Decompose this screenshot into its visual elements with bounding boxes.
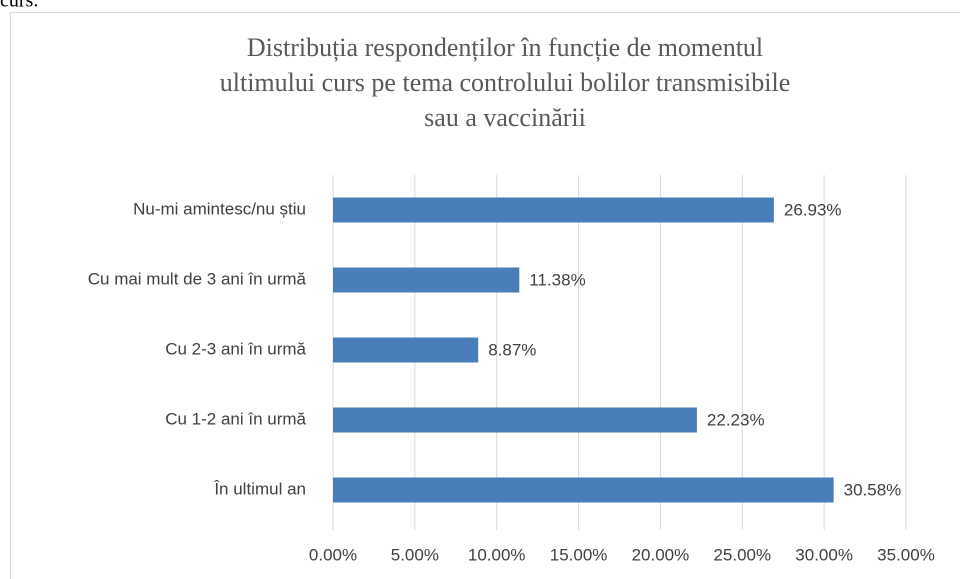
chart-title: sau a vaccinării	[424, 103, 586, 132]
chart-title: Distribuția respondenților în funcție de…	[247, 33, 763, 62]
chart-title: ultimului curs pe tema controlului bolil…	[220, 68, 790, 97]
x-tick-label: 10.00%	[468, 545, 526, 564]
x-tick-label: 0.00%	[309, 545, 357, 564]
y-tick-label: Cu 1-2 ani în urmă	[165, 409, 306, 428]
x-tick-label: 15.00%	[550, 545, 608, 564]
x-tick-label: 20.00%	[632, 545, 690, 564]
y-tick-label: Cu 2-3 ani în urmă	[165, 339, 306, 358]
x-tick-label: 5.00%	[391, 545, 439, 564]
x-tick-label: 35.00%	[877, 545, 935, 564]
chart-border	[10, 12, 960, 579]
data-label: 22.23%	[707, 410, 765, 429]
data-label: 8.87%	[488, 340, 536, 359]
y-tick-label: Cu mai mult de 3 ani în urmă	[88, 269, 307, 288]
y-tick-label: Nu-mi amintesc/nu știu	[133, 199, 306, 218]
x-tick-label: 25.00%	[713, 545, 771, 564]
bar	[333, 197, 774, 223]
bar	[333, 267, 520, 293]
y-tick-label: În ultimul an	[213, 479, 306, 498]
data-label: 26.93%	[784, 200, 842, 219]
bar	[333, 337, 479, 363]
data-label: 11.38%	[529, 270, 585, 289]
bar	[333, 477, 834, 503]
data-label: 30.58%	[844, 480, 902, 499]
x-tick-label: 30.00%	[795, 545, 853, 564]
preceding-text: curs.	[0, 0, 38, 12]
bar	[333, 407, 697, 433]
